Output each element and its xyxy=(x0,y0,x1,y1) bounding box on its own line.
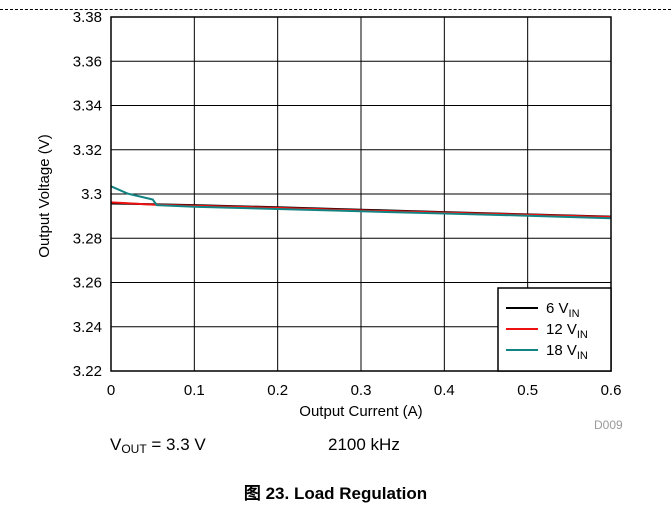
y-tick-label: 3.38 xyxy=(73,9,102,26)
legend-subscript: IN xyxy=(577,350,588,362)
y-tick-label: 3.24 xyxy=(73,319,102,336)
legend-label: 12 V xyxy=(546,321,577,338)
grid xyxy=(110,16,612,372)
series-line-18-vin xyxy=(110,185,612,220)
x-tick-label: 0.1 xyxy=(184,382,205,399)
y-tick-label: 3.22 xyxy=(73,363,102,380)
series-lines xyxy=(110,185,612,220)
legend-subscript: IN xyxy=(577,329,588,341)
y-tick-label: 3.34 xyxy=(73,98,102,115)
legend-label: 18 V xyxy=(546,342,577,359)
top-rule xyxy=(0,9,671,10)
legend-entry-12: 12 VIN xyxy=(546,321,588,341)
x-axis-label: Output Current (A) xyxy=(299,403,422,420)
y-tick-label: 3.3 xyxy=(81,186,102,203)
x-tick-label: 0.3 xyxy=(351,382,372,399)
vout-value: = 3.3 V xyxy=(146,435,206,454)
y-tick-label: 3.32 xyxy=(73,142,102,159)
legend-entry-18: 18 VIN xyxy=(546,342,588,362)
x-tick-label: 0.2 xyxy=(267,382,288,399)
plot-frame xyxy=(110,16,612,372)
y-tick-label: 3.26 xyxy=(73,275,102,292)
x-tick-labels: 0 0.1 0.2 0.3 0.4 0.5 0.6 xyxy=(107,382,622,399)
vout-prefix: V xyxy=(110,435,122,454)
x-tick-label: 0.6 xyxy=(601,382,622,399)
legend-label: 6 V xyxy=(546,300,569,317)
legend-entry-6: 6 VIN xyxy=(546,300,580,320)
frequency-condition: 2100 kHz xyxy=(328,435,400,454)
x-tick-label: 0.4 xyxy=(434,382,455,399)
vout-subscript: OUT xyxy=(121,442,147,456)
load-regulation-chart: 0 0.1 0.2 0.3 0.4 0.5 0.6 3.223.243.263.283.33… xyxy=(36,9,622,420)
y-tick-label: 3.36 xyxy=(73,53,102,70)
y-tick-label: 3.28 xyxy=(73,230,102,247)
x-tick-label: 0.5 xyxy=(517,382,538,399)
y-tick-labels: 3.22 3.24 3.26 3.28 3.3 3.32 3.34 3.36 3.38 xyxy=(73,9,102,380)
x-tick-label: 0 xyxy=(107,382,115,399)
legend-subscript: IN xyxy=(569,308,580,320)
y-axis-label: Output Voltage (V) xyxy=(36,134,53,257)
figure-code: D009 xyxy=(594,418,623,432)
vout-condition: VOUT = 3.3 V xyxy=(110,435,206,456)
figure-caption: 图 23. Load Regulation xyxy=(243,484,428,503)
